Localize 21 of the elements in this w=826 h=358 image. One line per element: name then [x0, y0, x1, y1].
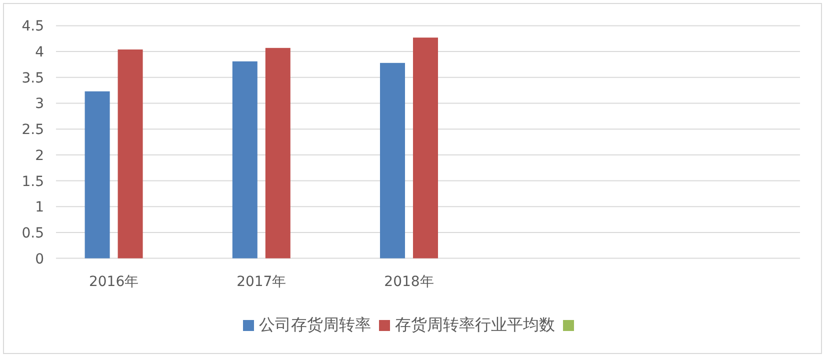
x-tick-label: 2016年 [88, 274, 139, 290]
y-tick-label: 0.5 [22, 225, 44, 242]
legend-label: 存货周转率行业平均数 [395, 315, 555, 334]
y-tick-label: 1 [35, 200, 44, 216]
y-tick-label: 4.5 [22, 18, 44, 35]
y-tick-label: 1.5 [22, 174, 44, 190]
y-tick-label: 3 [35, 96, 44, 112]
bar [118, 49, 143, 258]
bar [265, 48, 290, 258]
bar [232, 61, 258, 258]
y-tick-label: 4 [35, 44, 44, 61]
bar [380, 62, 405, 258]
y-tick-label: 2.5 [22, 122, 44, 138]
bar [413, 38, 438, 258]
y-tick-label: 3.5 [22, 70, 44, 86]
x-tick-label: 2018年 [384, 274, 434, 290]
x-tick-label: 2017年 [236, 274, 286, 290]
y-tick-label: 0 [35, 251, 44, 268]
bar [84, 91, 110, 258]
y-tick-label: 2 [35, 148, 44, 164]
legend-label: 公司存货周转率 [259, 315, 371, 334]
